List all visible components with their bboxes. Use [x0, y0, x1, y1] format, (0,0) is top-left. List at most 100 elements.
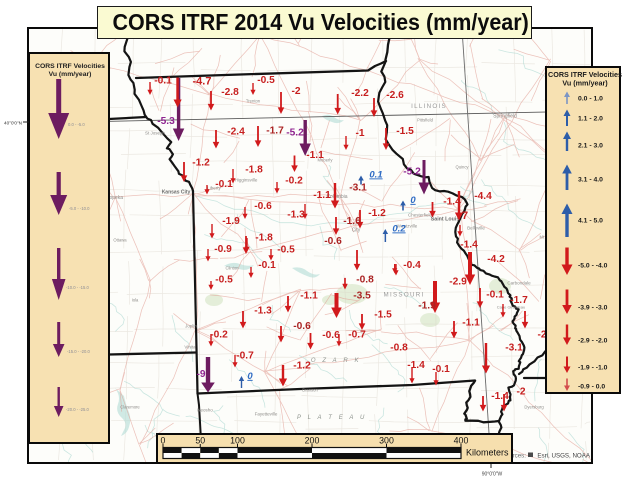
svg-text:-0.7: -0.7: [348, 330, 366, 341]
svg-text:Moberly: Moberly: [318, 158, 334, 163]
svg-text:Neosho: Neosho: [197, 408, 213, 413]
svg-text:CORS ITRF Velocities: CORS ITRF Velocities: [548, 70, 622, 79]
svg-text:Carbondale: Carbondale: [507, 281, 531, 286]
svg-text:-1.4: -1.4: [407, 360, 425, 371]
svg-text:Fayetteville: Fayetteville: [255, 412, 278, 417]
svg-text:Saint Louis: Saint Louis: [431, 217, 460, 223]
svg-text:-0.6: -0.6: [324, 236, 342, 247]
svg-text:-1.1: -1.1: [313, 190, 331, 201]
svg-text:-5.0 - -4.0: -5.0 - -4.0: [578, 262, 608, 269]
svg-text:-1.9: -1.9: [222, 216, 240, 227]
svg-text:Belleville: Belleville: [467, 226, 485, 231]
svg-text:90°0'0"W: 90°0'0"W: [482, 472, 503, 478]
svg-text:Clinton: Clinton: [225, 266, 239, 271]
svg-text:-0.1: -0.1: [154, 76, 172, 87]
svg-text:Chesterfield: Chesterfield: [408, 213, 433, 218]
svg-text:0: 0: [410, 195, 416, 206]
svg-text:200: 200: [305, 436, 320, 446]
svg-text:0.0 - 1.0: 0.0 - 1.0: [578, 95, 603, 102]
svg-text:-1.4: -1.4: [491, 391, 509, 402]
svg-text:MISSOURI: MISSOURI: [384, 292, 425, 299]
svg-text:Branson: Branson: [302, 388, 318, 393]
svg-text:Kilometers: Kilometers: [466, 448, 509, 458]
svg-text:-4.4: -4.4: [474, 191, 492, 202]
svg-text:7: 7: [462, 210, 468, 222]
svg-text:-5.0 - -10.0: -5.0 - -10.0: [69, 206, 90, 211]
svg-text:-1.1: -1.1: [462, 318, 480, 329]
svg-text:-1.8: -1.8: [245, 165, 263, 176]
svg-text:0.0 - -5.0: 0.0 - -5.0: [68, 122, 85, 127]
svg-text:Vu (mm/year): Vu (mm/year): [562, 79, 608, 88]
svg-text:-1.5: -1.5: [396, 126, 414, 137]
svg-text:-2: -2: [537, 330, 546, 341]
svg-text:-0.2: -0.2: [210, 330, 228, 341]
svg-text:0: 0: [247, 371, 253, 382]
svg-text:-2.2: -2.2: [351, 88, 369, 99]
svg-text:-1.7: -1.7: [510, 295, 528, 306]
svg-text:-0.1: -0.1: [432, 364, 450, 375]
svg-text:1.1 - 2.0: 1.1 - 2.0: [578, 115, 603, 122]
svg-text:-1.9: -1.9: [418, 301, 436, 312]
svg-text:Vinita: Vinita: [184, 345, 196, 350]
svg-text:-3.1: -3.1: [505, 343, 523, 354]
svg-text:40°0'0"N: 40°0'0"N: [4, 121, 22, 126]
svg-text:Cape Girardeau: Cape Girardeau: [497, 305, 525, 310]
svg-text:-1.2: -1.2: [192, 158, 210, 169]
svg-text:-1.2: -1.2: [293, 361, 311, 372]
svg-text:-0.5: -0.5: [257, 75, 275, 86]
svg-text:Iola: Iola: [132, 298, 139, 303]
svg-text:-20.0 - -25.0: -20.0 - -25.0: [66, 407, 89, 412]
svg-text:-1: -1: [355, 128, 364, 139]
svg-text:-0.2: -0.2: [285, 176, 303, 187]
svg-text:-0.9: -0.9: [214, 244, 232, 255]
svg-text:-1.3: -1.3: [287, 210, 305, 221]
svg-text:Quincy: Quincy: [455, 165, 469, 170]
svg-text:-1.9 - -1.0: -1.9 - -1.0: [578, 364, 608, 371]
svg-text:0.1: 0.1: [369, 169, 382, 180]
svg-text:400: 400: [454, 436, 469, 446]
svg-text:-0.8: -0.8: [390, 343, 408, 354]
svg-text:-0.1: -0.1: [215, 179, 233, 190]
svg-text:Vu (mm/year): Vu (mm/year): [49, 71, 92, 78]
svg-text:4.1 - 5.0: 4.1 - 5.0: [578, 217, 603, 224]
svg-text:-3.1: -3.1: [349, 183, 367, 194]
svg-text:-2: -2: [291, 86, 300, 97]
svg-text:Sources:: Sources:: [502, 453, 527, 460]
svg-text:Liberty: Liberty: [207, 186, 221, 191]
svg-text:Topeka: Topeka: [107, 195, 123, 201]
svg-text:Higginsville: Higginsville: [235, 178, 258, 183]
svg-text:-5.2: -5.2: [403, 167, 421, 178]
svg-text:-1.3: -1.3: [254, 306, 272, 317]
svg-text:-3.5: -3.5: [353, 291, 371, 302]
svg-text:-1.7: -1.7: [266, 126, 284, 137]
svg-text:-2.6: -2.6: [386, 90, 404, 101]
svg-text:Claremore: Claremore: [120, 405, 140, 410]
svg-text:0.2: 0.2: [392, 223, 406, 234]
svg-text:-1.1: -1.1: [300, 291, 318, 302]
svg-text:50: 50: [195, 436, 205, 446]
svg-text:Ottawa: Ottawa: [113, 238, 127, 243]
svg-text:-2.4: -2.4: [227, 127, 245, 138]
svg-text:Esri, USGS, NOAA: Esri, USGS, NOAA: [537, 453, 590, 460]
svg-text:Dyersburg: Dyersburg: [524, 405, 544, 410]
svg-text:-1.1: -1.1: [306, 150, 324, 161]
svg-text:-1.2: -1.2: [368, 208, 386, 219]
svg-text:Kansas City: Kansas City: [162, 190, 191, 196]
svg-text:-0.8: -0.8: [356, 275, 374, 286]
svg-text:-4.2: -4.2: [487, 254, 505, 265]
svg-text:-2.9 - -2.0: -2.9 - -2.0: [578, 337, 608, 344]
svg-text:-3.9 - -3.0: -3.9 - -3.0: [578, 304, 608, 311]
svg-text:O Z A R K: O Z A R K: [311, 358, 361, 364]
svg-text:St Joseph: St Joseph: [145, 131, 166, 136]
svg-text:-1.4: -1.4: [443, 197, 461, 208]
svg-text:Columbia: Columbia: [326, 194, 347, 200]
svg-text:-1.6: -1.6: [343, 216, 361, 227]
svg-text:-0.5: -0.5: [215, 275, 233, 286]
svg-text:-0.7: -0.7: [236, 351, 254, 362]
svg-text:Springfield: Springfield: [493, 114, 517, 120]
svg-text:-0.6: -0.6: [254, 201, 272, 212]
svg-text:300: 300: [379, 436, 394, 446]
svg-text:0: 0: [161, 436, 166, 446]
svg-text:Joplin: Joplin: [185, 324, 197, 329]
svg-text:-0.1: -0.1: [258, 260, 276, 271]
